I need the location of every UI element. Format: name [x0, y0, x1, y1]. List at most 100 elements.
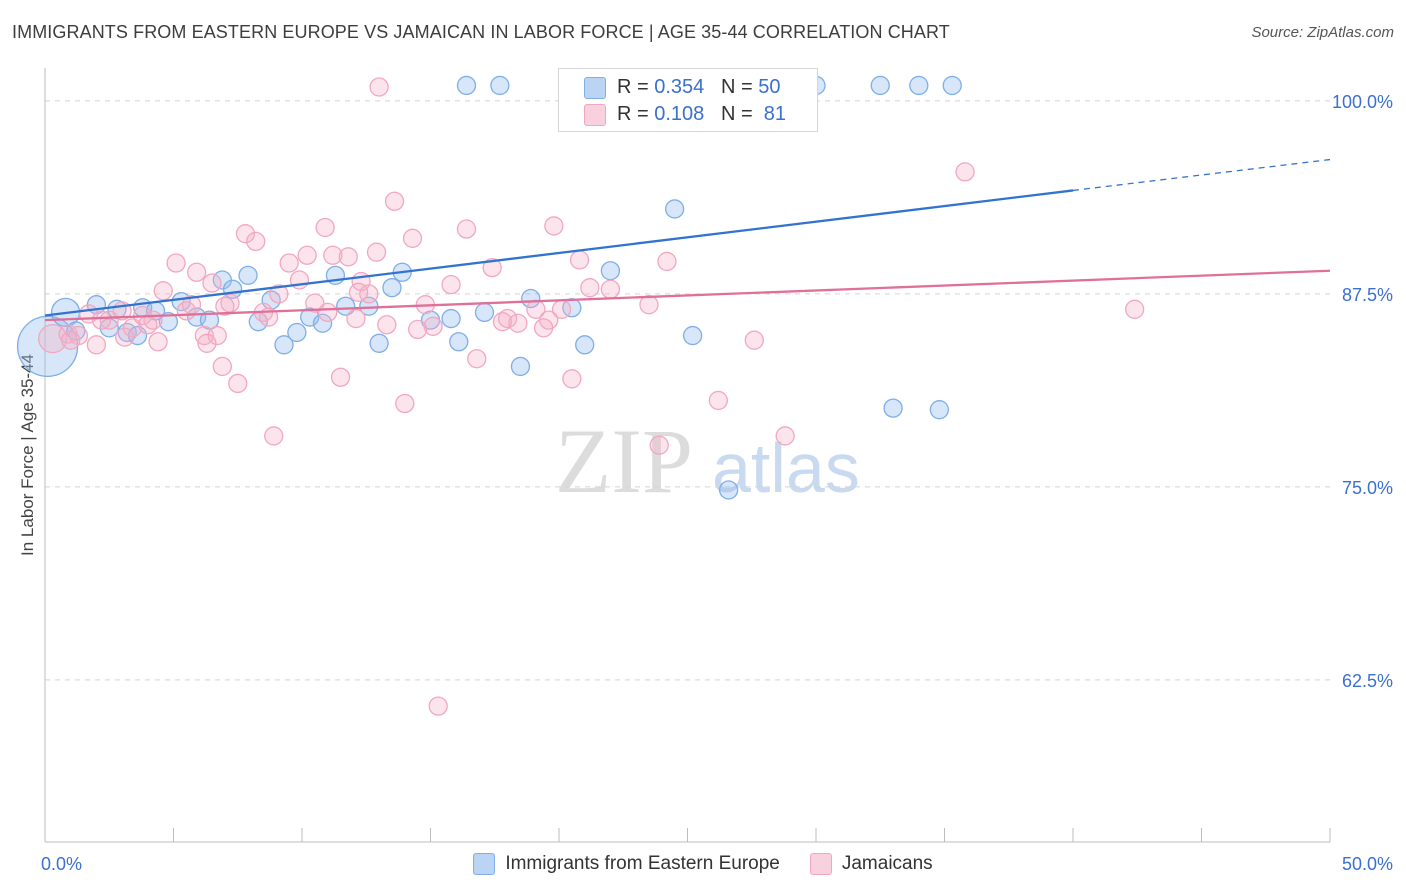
legend-row-eastern-europe: R = 0.354 N = 50: [617, 74, 780, 100]
jamaican-point: [775, 426, 795, 446]
legend-item-eastern-europe: Immigrants from Eastern Europe: [473, 853, 780, 875]
jamaican-point: [428, 696, 448, 716]
axes: [44, 68, 1331, 843]
eastern-europe-point: [158, 312, 179, 332]
eastern-europe-point: [456, 75, 477, 96]
jamaican-point: [279, 253, 299, 273]
jamaican-point: [407, 319, 428, 340]
jamaican-point: [235, 224, 256, 244]
eastern-europe-point: [287, 322, 307, 343]
jamaican-point: [330, 367, 351, 387]
jamaican-point: [600, 279, 621, 299]
eastern-europe-point: [600, 261, 621, 281]
jamaican-point: [323, 245, 343, 265]
x-tick-label: 0.0%: [41, 854, 82, 874]
eastern-europe-point: [474, 302, 495, 323]
eastern-europe-trend-line: [44, 189, 1074, 317]
n-value: 50: [758, 75, 781, 98]
eastern-europe-point: [510, 356, 531, 377]
jamaican-point: [338, 247, 358, 267]
jamaican-point: [153, 281, 173, 301]
eastern-europe-point: [883, 398, 903, 418]
jamaican-point: [215, 296, 235, 316]
r-value: 0.354: [654, 75, 705, 98]
source-credit: Source: ZipAtlas.com: [1251, 24, 1394, 41]
eastern-europe-point: [490, 75, 510, 96]
y-tick-label: 75.0%: [1342, 478, 1393, 498]
data-points: [16, 75, 1145, 716]
jamaican-point: [197, 333, 217, 353]
jamaican-point: [497, 308, 518, 329]
legend-label: Jamaicans: [841, 853, 933, 874]
jamaican-point: [551, 299, 572, 319]
chart-title: IMMIGRANTS FROM EASTERN EUROPE VS JAMAIC…: [12, 22, 950, 42]
jamaican-point: [348, 282, 369, 302]
eastern-europe-point: [682, 325, 703, 346]
correlation-legend: R = 0.354 N = 50 R = 0.108 N = 81: [558, 68, 818, 132]
y-tick-label: 100.0%: [1332, 92, 1393, 112]
jamaican-point: [456, 219, 477, 239]
legend-swatch-blue: [584, 77, 606, 99]
jamaican-point: [212, 356, 232, 377]
jamaican-point: [366, 242, 387, 262]
jamaican-point: [202, 273, 222, 293]
jamaican-point: [246, 231, 266, 252]
jamaican-point: [297, 245, 317, 265]
y-tick-label: 87.5%: [1342, 285, 1393, 305]
r-value: 0.108: [654, 102, 705, 125]
jamaican-point: [569, 250, 590, 270]
eastern-europe-point: [238, 265, 258, 286]
n-label: N =: [720, 75, 753, 98]
legend-swatch: [473, 853, 496, 875]
jamaican-point: [423, 316, 443, 336]
jamaican-point: [492, 312, 513, 332]
eastern-europe-point: [382, 278, 402, 298]
eastern-europe-point: [909, 75, 929, 96]
jamaican-point: [269, 284, 289, 304]
jamaican-point: [138, 315, 158, 335]
jamaican-point: [318, 302, 338, 323]
jamaican-point: [86, 335, 107, 355]
eastern-europe-point: [521, 288, 541, 309]
n-value: 81: [763, 102, 787, 125]
n-label: N =: [720, 102, 753, 125]
r-label: R =: [617, 102, 649, 125]
jamaican-point: [166, 253, 186, 273]
eastern-europe-point: [718, 480, 739, 500]
jamaican-point: [115, 327, 135, 347]
jamaican-point: [562, 369, 582, 389]
jamaican-point: [508, 313, 528, 333]
legend-swatch-pink: [584, 104, 606, 126]
watermark: ZIP atlas: [555, 410, 860, 512]
jamaican-point: [402, 228, 423, 248]
eastern-europe-point: [274, 335, 294, 355]
jamaican-point: [377, 315, 397, 335]
jamaican-point: [744, 330, 764, 350]
eastern-europe-point: [870, 75, 890, 96]
eastern-europe-point: [942, 75, 962, 96]
jamaican-point: [264, 426, 284, 446]
eastern-europe-point: [369, 333, 389, 353]
jamaican-point: [315, 217, 335, 238]
eastern-europe-point: [665, 199, 685, 219]
jamaican-point: [384, 191, 405, 211]
jamaican-point: [369, 77, 389, 97]
series-legend: Immigrants from Eastern Europe Jamaicans: [0, 851, 1406, 877]
jamaican-point: [708, 390, 728, 411]
eastern-europe-point: [449, 332, 469, 352]
eastern-europe-point: [336, 296, 356, 316]
legend-row-jamaicans: R = 0.108 N = 81: [617, 101, 786, 127]
legend-label: Immigrants from Eastern Europe: [505, 853, 780, 874]
jamaican-point: [207, 325, 227, 346]
eastern-europe-point: [575, 335, 595, 355]
jamaican-point: [649, 435, 669, 455]
tick-labels: 100.0% 87.5% 75.0% 62.5% 0.0% 50.0%: [41, 92, 1393, 874]
eastern-europe-point: [199, 310, 220, 330]
legend-item-jamaicans: Jamaicans: [809, 853, 933, 875]
eastern-europe-point: [929, 400, 950, 420]
jamaican-point: [955, 162, 975, 182]
legend-swatch: [809, 853, 832, 875]
jamaican-trend-line: [44, 269, 1331, 322]
jamaican-point: [148, 332, 168, 352]
